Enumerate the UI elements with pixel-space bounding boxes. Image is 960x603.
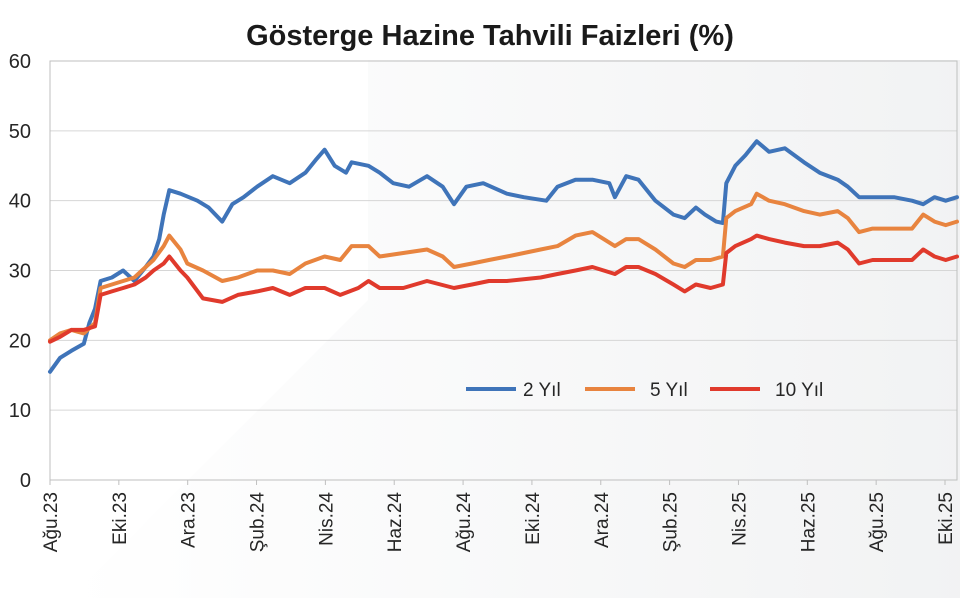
x-tick-label: Eki.23 xyxy=(110,492,131,545)
x-tick-label: Ağu.23 xyxy=(41,492,62,552)
y-tick-label: 20 xyxy=(9,330,31,352)
x-tick-label: Ara.24 xyxy=(592,492,613,548)
x-tick-label: Ağu.24 xyxy=(454,492,475,553)
axes: 0 10 20 30 40 50 60 Ağu.23 Eki.23 Ara.23 Şub.24 Nis… xyxy=(9,51,957,552)
legend-label: 5 Yıl xyxy=(650,380,688,401)
y-tick-label: 60 xyxy=(9,51,31,73)
y-tick-label: 40 xyxy=(9,191,31,213)
x-tick-label: Nis.24 xyxy=(316,492,337,546)
x-tick-label: Eki.25 xyxy=(936,492,957,545)
legend: 2 Yıl 5 Yıl 10 Yıl xyxy=(466,380,823,401)
y-tick-label: 30 xyxy=(9,261,31,283)
x-tick-label: Haz.24 xyxy=(385,492,406,553)
y-tick-label: 0 xyxy=(20,470,31,492)
plot-frame xyxy=(49,60,958,481)
legend-label: 10 Yıl xyxy=(775,380,823,401)
x-tick-label: Ağu.25 xyxy=(867,492,888,552)
chart-title: Gösterge Hazine Tahvili Faizleri (%) xyxy=(246,20,734,52)
x-tick-label: Şub.25 xyxy=(661,492,682,552)
x-tick-label: Haz.25 xyxy=(798,492,819,552)
series xyxy=(48,139,959,374)
legend-label: 2 Yıl xyxy=(523,380,561,401)
series-line-1 xyxy=(48,139,959,374)
x-tick-label: Şub.24 xyxy=(248,492,269,553)
series-line-2 xyxy=(48,191,959,343)
y-tick-label: 10 xyxy=(9,400,31,422)
series-line-3 xyxy=(48,233,959,344)
background-panel xyxy=(70,60,960,598)
x-tick-label: Eki.24 xyxy=(523,492,544,545)
y-tick-label: 50 xyxy=(9,121,31,143)
x-tick-label: Ara.23 xyxy=(179,492,200,548)
x-tick-label: Nis.25 xyxy=(729,492,750,546)
